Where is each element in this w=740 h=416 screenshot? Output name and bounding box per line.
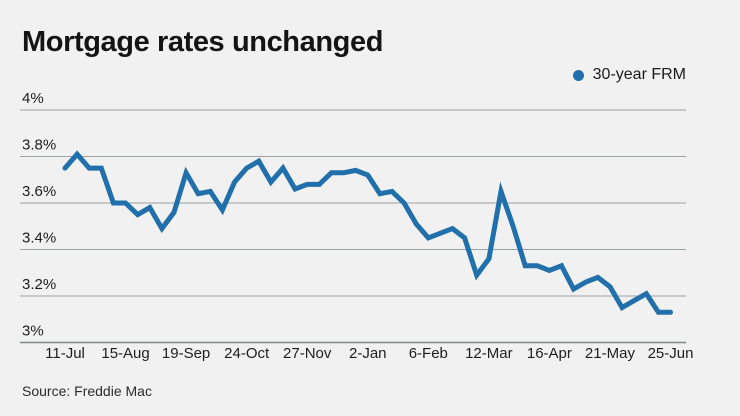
x-tick-label: 2-Jan [349, 345, 387, 362]
x-tick-label: 25-Jun [648, 345, 694, 362]
y-tick-label: 3.8% [22, 137, 56, 154]
y-tick-label: 4% [22, 90, 44, 107]
source-note: Source: Freddie Mac [22, 383, 152, 399]
x-tick-label: 15-Aug [101, 345, 149, 362]
x-tick-label: 27-Nov [283, 345, 332, 362]
rate-line-series [62, 150, 673, 315]
x-tick-label: 11-Jul [45, 345, 85, 362]
legend: 30-year FRM [572, 66, 686, 84]
y-tick-label: 3.2% [22, 276, 56, 293]
page-title: Mortgage rates unchanged [22, 26, 384, 58]
y-tick-label: 3.6% [22, 183, 56, 200]
x-tick-label: 21-May [585, 345, 636, 362]
x-tick-label: 12-Mar [465, 345, 513, 362]
legend-label: 30-year FRM [592, 66, 686, 83]
x-tick-label: 6-Feb [409, 345, 448, 362]
y-tick-label: 3.4% [22, 230, 56, 247]
legend-dot-icon [572, 69, 584, 81]
x-tick-label: 19-Sep [162, 345, 210, 362]
y-tick-label: 3% [22, 323, 44, 340]
x-tick-label: 24-Oct [224, 345, 270, 362]
x-tick-label: 16-Apr [527, 345, 572, 362]
